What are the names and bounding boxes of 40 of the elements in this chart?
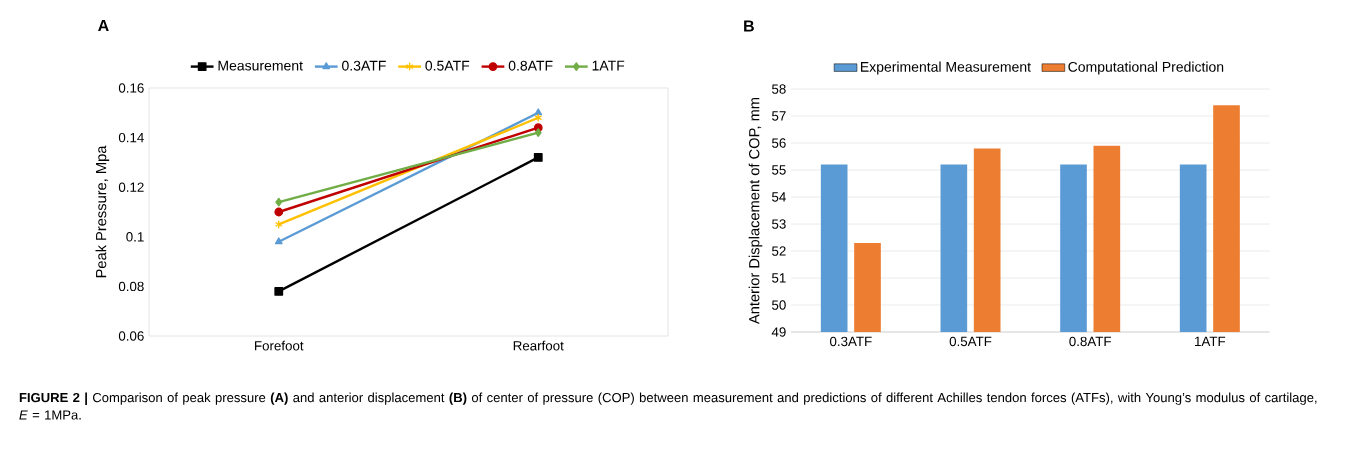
- x-tick-label: 0.3ATF: [830, 336, 872, 347]
- point: [274, 207, 284, 217]
- legend-label: 1ATF: [592, 60, 625, 71]
- legend-label: Computational Prediction: [1068, 61, 1224, 75]
- point: [274, 286, 284, 296]
- point: [275, 197, 283, 207]
- y-tick-label: 56: [772, 138, 786, 148]
- y-tick-label: 57: [772, 111, 786, 121]
- y-tick-label: 51: [772, 273, 786, 283]
- text: FIGURE 2 | Comparison of peak pressure (A) and anterior displacement (B) of center of pressure (COP) between measurement and predictions of different Achilles tendon forces (ATFs), with Young’s modulus of cartilage, E = 1MPa.: [19, 392, 1317, 420]
- y-tick-label: 0.1: [126, 232, 144, 242]
- legend-label: 0.3ATF: [342, 60, 386, 71]
- x-tick-label: Forefoot: [255, 340, 304, 351]
- y-tick-label: 58: [772, 84, 786, 94]
- y-tick-label: 0.06: [118, 331, 144, 341]
- legend-label: Experimental Measurement: [861, 61, 1031, 75]
- y-axis-title: Peak Pressure, Mpa: [95, 145, 110, 278]
- point: [534, 128, 542, 138]
- y-tick-label: 0.12: [118, 182, 144, 192]
- x-tick-label: 1ATF: [1195, 336, 1226, 346]
- y-tick-label: 53: [772, 219, 786, 229]
- x-tick-label: 0.5ATF: [949, 336, 992, 347]
- y-tick-label: 55: [772, 165, 786, 175]
- chart-title: A: [98, 19, 109, 31]
- chart-title: B: [744, 20, 754, 32]
- y-axis-title: Anterior Displacement of COP, mm: [748, 97, 763, 325]
- legend-label: Measurement: [218, 60, 303, 71]
- y-tick-label: 50: [772, 300, 786, 310]
- y-tick-label: 49: [771, 327, 786, 337]
- legend-label: 0.8ATF: [508, 60, 553, 71]
- point: [274, 219, 283, 229]
- y-tick-label: 0.16: [118, 83, 144, 93]
- y-tick-label: 52: [772, 246, 786, 256]
- legend-label: 0.5ATF: [425, 60, 470, 71]
- y-tick-label: 0.08: [118, 281, 144, 292]
- point: [533, 153, 543, 162]
- x-tick-label: 0.8ATF: [1069, 336, 1111, 347]
- x-tick-label: Rearfoot: [513, 340, 564, 351]
- y-tick-label: 54: [772, 192, 786, 202]
- y-tick-label: 0.14: [118, 132, 144, 143]
